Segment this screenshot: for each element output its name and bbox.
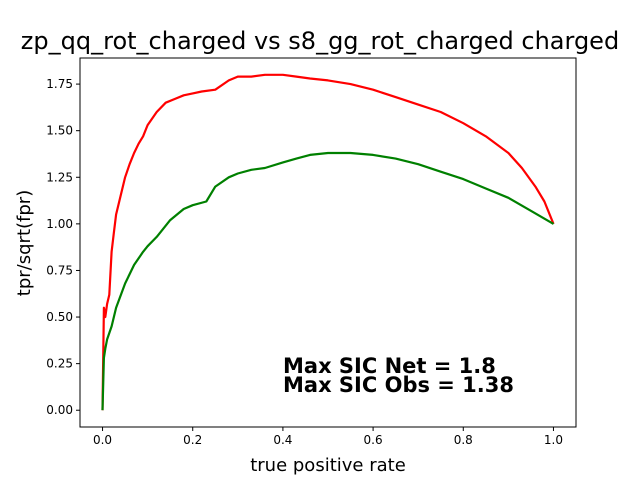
- series-line-red: [101, 73, 555, 411]
- y-tick-label: 0.75: [46, 263, 73, 277]
- x-axis-label: true positive rate: [250, 455, 406, 476]
- y-tick-label: 1.00: [46, 217, 73, 231]
- y-tick-label: 1.50: [46, 124, 73, 138]
- annotation-max-sic-obs: Max SIC Obs = 1.38: [283, 373, 514, 397]
- y-axis-ticks: 0.00 0.25 0.50 0.75 1.00 1.25 1.50 1.75: [46, 77, 80, 417]
- x-tick-label: 0.2: [183, 433, 202, 447]
- x-tick-label: 0.4: [273, 433, 292, 447]
- y-axis-label: tpr/sqrt(fpr): [14, 190, 35, 296]
- series-lines: [101, 73, 555, 411]
- y-tick-label: 0.50: [46, 310, 73, 324]
- y-tick-label: 0.00: [46, 403, 73, 417]
- y-tick-label: 1.25: [46, 170, 73, 184]
- x-tick-label: 0.0: [93, 433, 112, 447]
- annotation-max-sic-net: Max SIC Net = 1.8: [283, 354, 496, 378]
- plot-area: [79, 57, 577, 428]
- y-tick-label: 0.25: [46, 357, 73, 371]
- x-tick-label: 0.6: [364, 433, 383, 447]
- x-axis-ticks: 0.0 0.2 0.4 0.6 0.8 1.0: [93, 427, 563, 447]
- x-tick-label: 1.0: [544, 433, 563, 447]
- chart-title: zp_qq_rot_charged vs s8_gg_rot_charged c…: [21, 27, 619, 55]
- y-tick-label: 1.75: [46, 77, 73, 91]
- series-line-green: [101, 151, 555, 411]
- x-tick-label: 0.8: [454, 433, 473, 447]
